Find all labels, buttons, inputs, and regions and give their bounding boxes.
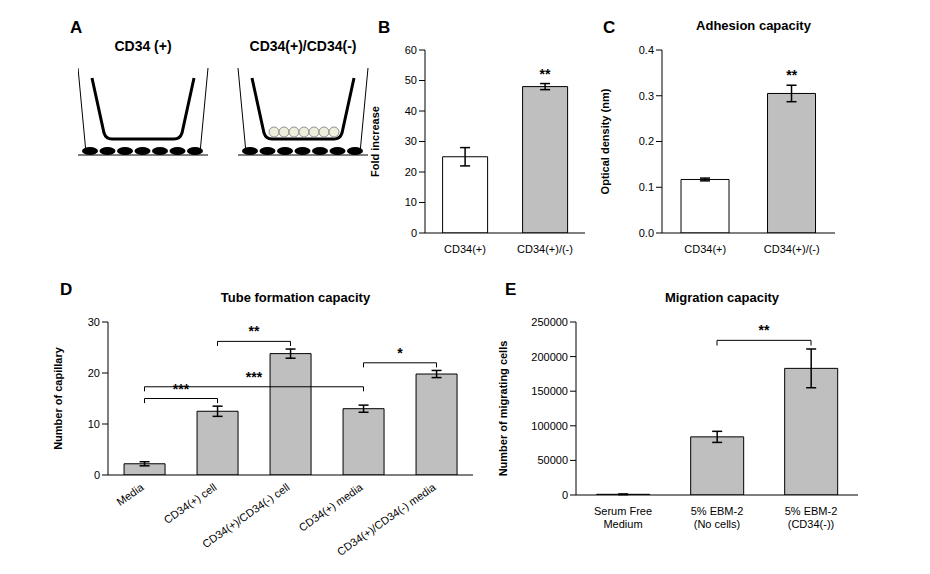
svg-text:20: 20 [405,166,417,178]
svg-text:150000: 150000 [531,385,568,397]
svg-text:CD34(+) media: CD34(+) media [296,480,365,533]
svg-text:0: 0 [94,469,100,481]
svg-text:0.4: 0.4 [639,44,654,56]
svg-text:50: 50 [405,74,417,86]
svg-text:5% EBM-2(No cells): 5% EBM-2(No cells) [691,505,744,530]
svg-text:10: 10 [405,196,417,208]
html-text:Tube formation capacity: Tube formation capacity [220,290,371,305]
html-text:A: A [70,18,83,37]
svg-text:20: 20 [88,367,100,379]
svg-text:100000: 100000 [531,420,568,432]
svg-text:CD34 (+): CD34 (+) [114,38,171,54]
svg-text:Fold increase: Fold increase [370,106,381,177]
svg-text:*: * [397,345,403,361]
svg-text:30: 30 [405,135,417,147]
html-text:C: C [603,18,616,37]
svg-text:0.1: 0.1 [639,181,654,193]
svg-text:CD34(+)/CD34(-): CD34(+)/CD34(-) [250,38,357,54]
svg-text:**: ** [786,67,797,83]
svg-text:**: ** [249,323,260,339]
html-text:E: E [505,280,517,299]
svg-text:50000: 50000 [537,454,568,466]
svg-text:200000: 200000 [531,351,568,363]
svg-text:Number of migrating cells: Number of migrating cells [498,341,509,477]
svg-text:60: 60 [405,44,417,56]
svg-text:***: *** [246,369,263,385]
html-text:B: B [378,18,391,37]
svg-text:Number of capillary: Number of capillary [53,346,64,450]
svg-text:**: ** [759,322,770,338]
svg-text:Optical density (nm): Optical density (nm) [600,88,611,194]
svg-text:CD34(+): CD34(+) [444,243,486,255]
svg-text:0: 0 [411,227,417,239]
svg-text:0: 0 [562,489,568,501]
svg-text:***: *** [173,381,190,397]
svg-text:5% EBM-2(CD34(-)): 5% EBM-2(CD34(-)) [785,505,838,530]
svg-text:250000: 250000 [531,316,568,328]
svg-text:40: 40 [405,105,417,117]
svg-text:Media: Media [114,480,146,508]
svg-text:0.2: 0.2 [639,135,654,147]
svg-text:0.3: 0.3 [639,90,654,102]
html-text:D: D [60,280,73,299]
svg-text:CD34(+)/CD34(-) media: CD34(+)/CD34(-) media [335,480,438,557]
html-text:Adhesion capacity: Adhesion capacity [696,18,811,33]
svg-text:10: 10 [88,418,100,430]
svg-text:Serum FreeMedium: Serum FreeMedium [594,505,652,530]
svg-text:CD34(+): CD34(+) [684,243,726,255]
svg-text:30: 30 [88,316,100,328]
svg-text:0.0: 0.0 [639,227,654,239]
svg-text:CD34(+)/(-): CD34(+)/(-) [764,243,820,255]
svg-text:CD34(+)/CD34(-) cell: CD34(+)/CD34(-) cell [200,481,292,550]
svg-text:CD34(+) cell: CD34(+) cell [161,481,218,526]
svg-text:CD34(+)/(-): CD34(+)/(-) [517,243,573,255]
svg-text:**: ** [540,66,551,82]
html-text:Migration capacity: Migration capacity [664,290,780,305]
